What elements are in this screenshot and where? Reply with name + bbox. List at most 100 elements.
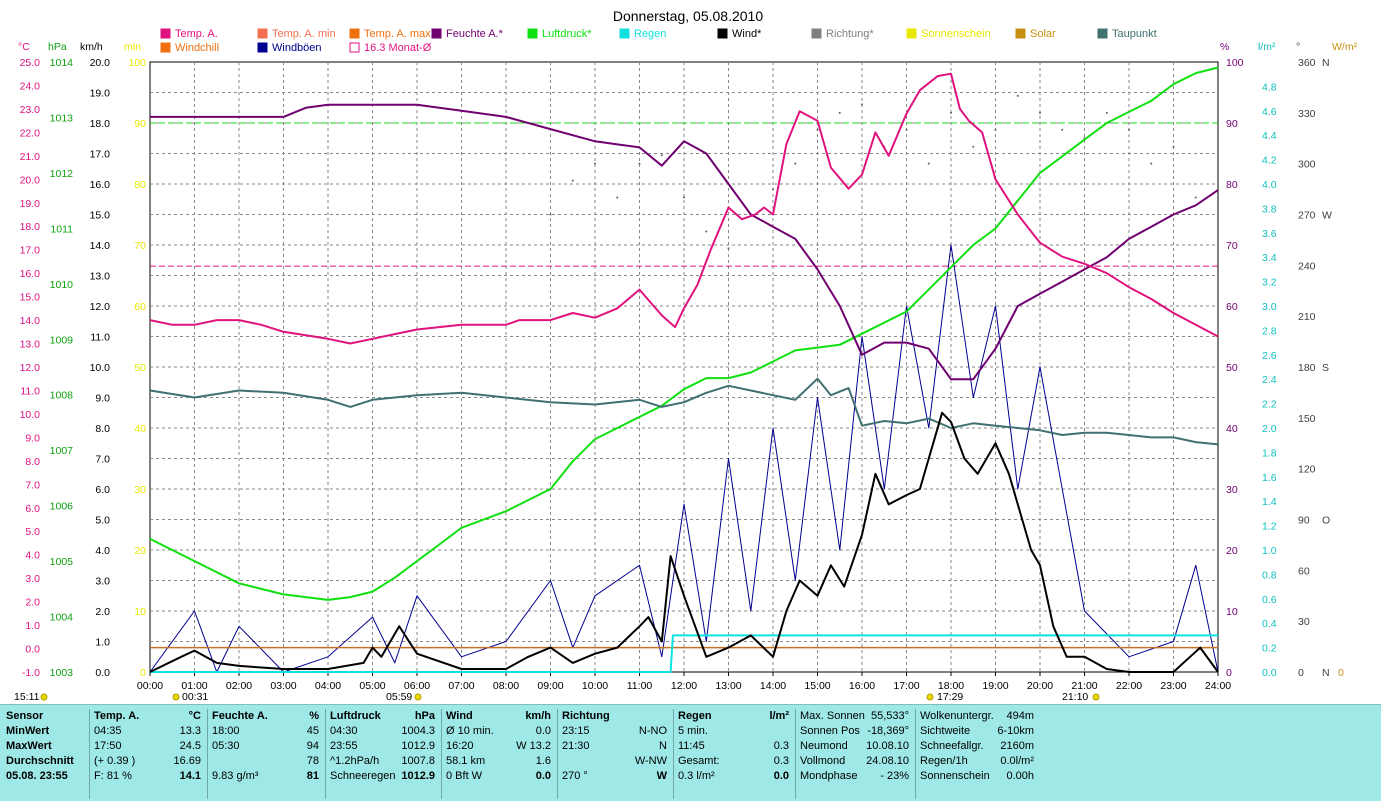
temp-tick-label: 11.0: [20, 385, 40, 397]
axis-unit-label: °: [1296, 41, 1300, 53]
rain-tick-label: 4.4: [1262, 130, 1277, 142]
humidity-tick-label: 90: [1226, 118, 1238, 130]
wind-tick-label: 15.0: [90, 210, 111, 222]
x-tick-label: 04:00: [315, 680, 341, 692]
wind-series: [149, 411, 1219, 673]
x-tick-label: 01:00: [181, 680, 207, 692]
axes: 25.0 24.0 23.0 22.0 21.0 20.0 19.0 18.0 17.0 16.0…: [20, 57, 1344, 692]
stats-cell-value: 2160m: [1000, 740, 1034, 752]
temp-tick-label: 24.0: [20, 80, 41, 92]
rain-tick-label: 0.4: [1262, 618, 1277, 630]
legend-swatch: [619, 28, 630, 39]
x-tick-label: 07:00: [448, 680, 474, 692]
stats-cell-value: 94: [306, 740, 319, 752]
stats-sun-column: Max. Sonnen 55,533° Sonnen Pos -18,369° Neum…: [796, 709, 916, 799]
direction-tick-label: 30: [1298, 616, 1310, 628]
sun-icon: [172, 693, 180, 701]
wind-tick-label: 13.0: [90, 271, 111, 283]
stats-cell-label: 21:30: [562, 740, 590, 752]
stats-cell-label: (+ 0.39 ): [94, 755, 136, 767]
direction-point: [1128, 128, 1130, 131]
temp-tick-label: -1.0: [22, 667, 40, 679]
humidity-tick-label: 70: [1226, 240, 1238, 252]
x-tick-label: 13:00: [715, 680, 741, 692]
rain-tick-label: 1.2: [1262, 521, 1277, 533]
stats-cell-value: W-NW: [634, 755, 667, 767]
sun-time-label: 15:11: [14, 691, 40, 703]
stats-cell-value: 45: [306, 725, 319, 737]
x-tick-label: 02:00: [226, 680, 252, 692]
direction-point: [727, 247, 730, 250]
stats-cell-value: -18,369°: [867, 725, 909, 737]
stats-cell-value: 1007.8: [401, 755, 435, 767]
legend-item: Luftdruck*: [542, 28, 592, 40]
axis-unit-label: hPa: [48, 41, 67, 53]
legend-swatch: [717, 28, 728, 39]
legend-swatch: [160, 28, 171, 39]
rain-tick-label: 2.0: [1262, 423, 1277, 435]
pressure-tick-label: 1012: [50, 168, 74, 180]
humidity-tick-label: 10: [1226, 606, 1238, 618]
grid: [150, 62, 1218, 672]
stats-cell-value: 16.69: [173, 755, 201, 767]
direction-point: [683, 196, 685, 199]
rain-tick-label: 3.2: [1262, 277, 1277, 289]
axis-unit-label: km/h: [80, 41, 103, 53]
x-tick-label: 00:00: [137, 680, 163, 692]
direction-point: [1016, 94, 1019, 97]
legend-swatch: [906, 28, 917, 39]
stats-unit: km/h: [525, 710, 551, 722]
minutes-tick-label: 70: [134, 240, 146, 252]
humidity-tick-label: 30: [1226, 484, 1238, 496]
temp-tick-label: 13.0: [20, 339, 41, 351]
stats-cell-label: Vollmond: [800, 755, 846, 767]
axis-unit-label: min: [124, 41, 141, 53]
sunset-time-label: 17:29: [937, 691, 963, 703]
pressure-tick-label: 1006: [50, 501, 74, 513]
stats-cell-label: 23:15: [562, 725, 590, 737]
legend-item: Temp. A. max: [364, 28, 431, 40]
axis-unit-label: °C: [18, 41, 30, 53]
stats-cell-value: W 13.2: [516, 740, 551, 752]
direction-tick-label: 0: [1298, 667, 1304, 679]
temp-tick-label: 18.0: [20, 221, 41, 233]
temp-tick-label: 4.0: [25, 550, 40, 562]
direction-compass-label: W: [1322, 210, 1332, 222]
legend-item: Sonnenschein: [921, 28, 991, 40]
temp-tick-label: 3.0: [25, 573, 40, 585]
minutes-tick-label: 0: [140, 667, 146, 679]
stats-header: Wind: [446, 710, 473, 722]
x-tick-label: 12:00: [671, 680, 697, 692]
x-tick-label: 17:00: [893, 680, 919, 692]
minutes-tick-label: 20: [134, 545, 146, 557]
legend-item: Temp. A. min: [272, 28, 336, 40]
stats-cell-value: 6-10km: [997, 725, 1034, 737]
stats-cell-value: 0.0l/m²: [1000, 755, 1034, 767]
direction-point: [772, 188, 774, 191]
rain-tick-label: 0.8: [1262, 569, 1277, 581]
direction-point: [660, 154, 663, 157]
humidity-tick-label: 50: [1226, 362, 1238, 374]
stats-header: Regen: [678, 710, 712, 722]
stats-pressure-column: Luftdruck hPa 04:30 1004.3 23:55 1012.9 ^1.2hP…: [326, 709, 442, 799]
legend-swatch: [1015, 28, 1026, 39]
legend-item: Richtung*: [826, 28, 874, 40]
direction-compass-label: N: [1322, 57, 1330, 69]
temp-tick-label: 12.0: [20, 362, 41, 374]
wind-tick-label: 7.0: [95, 454, 110, 466]
temp-tick-label: 23.0: [20, 104, 41, 116]
stats-sensor-column: Sensor MinWert MaxWert Durchschnitt 05.0…: [4, 709, 90, 799]
legend-swatch: [257, 42, 268, 53]
stats-cell-value: 0.0: [535, 770, 551, 782]
temp-tick-label: 17.0: [20, 245, 41, 257]
stats-cell-value: 1.6: [535, 755, 551, 767]
legend-item: Windchill: [175, 42, 219, 54]
stats-header: Feuchte A.: [212, 710, 268, 722]
stats-humidity-column: Feuchte A.% 18:00 45 05:30 94 78 9.83 g/m³ 81: [208, 709, 326, 799]
direction-point: [861, 103, 863, 106]
pressure-tick-label: 1009: [50, 334, 74, 346]
stats-cell-value: 1012.9: [401, 770, 435, 782]
legend-swatch: [349, 28, 360, 39]
direction-point: [816, 128, 819, 131]
legend-item: Temp. A.: [175, 28, 218, 40]
